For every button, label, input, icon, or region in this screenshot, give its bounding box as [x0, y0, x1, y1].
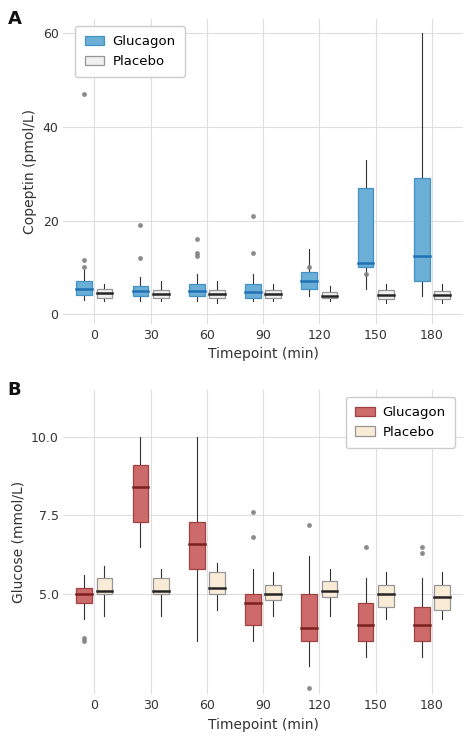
Legend: Glucagon, Placebo: Glucagon, Placebo — [75, 26, 185, 77]
Y-axis label: Glucose (mmol/L): Glucose (mmol/L) — [11, 481, 25, 603]
X-axis label: Timepoint (min): Timepoint (min) — [208, 718, 319, 732]
Bar — [97, 288, 112, 298]
Bar — [434, 585, 450, 610]
Legend: Glucagon, Placebo: Glucagon, Placebo — [346, 397, 455, 448]
Bar — [189, 284, 205, 296]
Bar — [76, 588, 92, 603]
Bar — [76, 282, 92, 294]
Bar — [414, 606, 430, 641]
Text: B: B — [8, 380, 21, 398]
Y-axis label: Copeptin (pmol/L): Copeptin (pmol/L) — [23, 108, 37, 234]
X-axis label: Timepoint (min): Timepoint (min) — [208, 347, 319, 361]
Bar — [153, 578, 169, 594]
Bar — [358, 188, 374, 267]
Bar — [301, 272, 317, 288]
Bar — [153, 290, 169, 298]
Bar — [209, 572, 225, 594]
Bar — [434, 291, 450, 299]
Bar — [245, 594, 261, 626]
Bar — [209, 290, 225, 298]
Bar — [133, 286, 148, 296]
Bar — [133, 465, 148, 522]
Bar — [301, 594, 317, 641]
Bar — [97, 578, 112, 594]
Bar — [414, 178, 430, 282]
Bar — [189, 522, 205, 569]
Text: A: A — [8, 10, 21, 27]
Bar — [322, 581, 337, 597]
Bar — [265, 585, 281, 600]
Bar — [378, 585, 394, 606]
Bar — [265, 290, 281, 298]
Bar — [322, 292, 337, 298]
Bar — [358, 603, 374, 641]
Bar — [378, 290, 394, 299]
Bar — [245, 284, 261, 298]
